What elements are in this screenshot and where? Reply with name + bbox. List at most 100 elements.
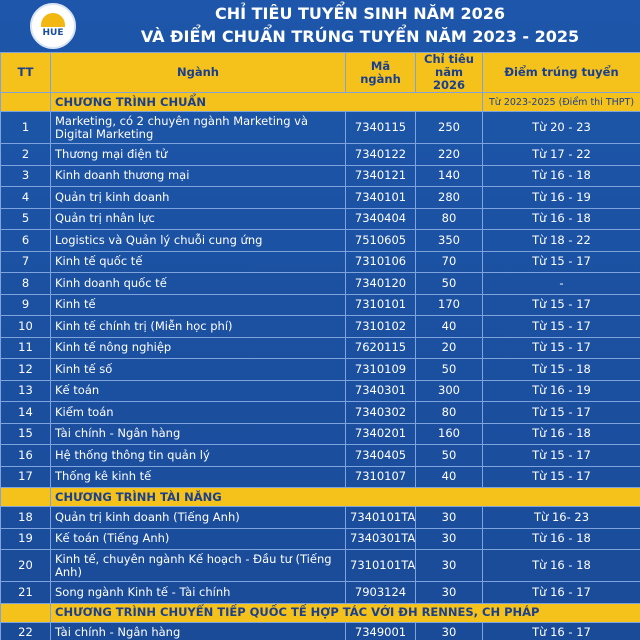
index: 11 [0,336,51,359]
major: Logistics và Quản lý chuỗi cung ứng [50,229,346,252]
quota: 50 [415,444,483,467]
score: Từ 15 - 17 [482,336,640,359]
index: 3 [0,164,51,187]
code: 7310101TA [345,549,416,582]
data-row: 22 Tài chính - Ngân hàng 7349001 30 Từ 16 - … [0,621,640,640]
quota: 30 [415,549,483,582]
data-row: 19 Kế toán (Tiếng Anh) 7340301TA 30 Từ 16 - … [0,527,640,550]
code: 7310106 [345,250,416,273]
major: Kinh tế số [50,358,346,381]
major: Kinh tế [50,293,346,316]
quota: 170 [415,293,483,316]
major: Thống kê kinh tế [50,465,346,488]
major: Kinh tế quốc tế [50,250,346,273]
header-row: TT Ngành Mã ngành Chỉ tiêu năm 2026 Điểm trú… [0,52,640,93]
score: Từ 18 - 22 [482,229,640,252]
code: 7340405 [345,444,416,467]
code: 7620115 [345,336,416,359]
data-row: 1 Marketing, có 2 chuyên ngành Marketing … [0,111,640,144]
index: 17 [0,465,51,488]
column-header: Điểm trúng tuyển [482,52,640,93]
index: 15 [0,422,51,445]
major: Quản trị kinh doanh (Tiếng Anh) [50,506,346,529]
code: 7340201 [345,422,416,445]
section-title: CHƯƠNG TRÌNH TÀI NĂNG [50,487,640,507]
quota: 140 [415,164,483,187]
index: 19 [0,527,51,550]
score: Từ 16 - 18 [482,164,640,187]
quota: 280 [415,186,483,209]
index: 22 [0,621,51,640]
data-row: 17 Thống kê kinh tế 7310107 40 Từ 15 - 17 [0,465,640,488]
code: 7340115 [345,111,416,144]
data-row: 5 Quản trị nhân lực 7340404 80 Từ 16 - 18 [0,207,640,230]
code: 7340101TA [345,506,416,529]
index: 1 [0,111,51,144]
quota: 30 [415,621,483,640]
index: 20 [0,549,51,582]
score: Từ 15 - 17 [482,401,640,424]
column-header: Ngành [50,52,346,93]
code: 7310102 [345,315,416,338]
index: 13 [0,379,51,402]
index: 10 [0,315,51,338]
major: Quản trị nhân lực [50,207,346,230]
code: 7310109 [345,358,416,381]
code: 7349001 [345,621,416,640]
major: Kinh doanh quốc tế [50,272,346,295]
quota: 30 [415,506,483,529]
data-row: 18 Quản trị kinh doanh (Tiếng Anh) 7340101… [0,506,640,529]
quota: 80 [415,207,483,230]
section-cell [0,602,51,623]
code: 7340121 [345,164,416,187]
data-row: 16 Hệ thống thông tin quản lý 7340405 50 Từ … [0,444,640,467]
index: 9 [0,293,51,316]
admission-table: TT Ngành Mã ngành Chỉ tiêu năm 2026 Điểm trú… [0,52,640,640]
index: 16 [0,444,51,467]
code: 7340302 [345,401,416,424]
score: Từ 16 - 18 [482,549,640,582]
index: 2 [0,143,51,166]
score: Từ 16 - 17 [482,621,640,640]
section-row: CHƯƠNG TRÌNH TÀI NĂNG [0,487,640,507]
section-cell [0,487,51,507]
data-row: 4 Quản trị kinh doanh 7340101 280 Từ 16 - 19 [0,186,640,209]
score: Từ 15 - 17 [482,250,640,273]
section-row: CHƯƠNG TRÌNH CHUẨN Từ 2023-2025 (Điểm thi… [0,92,640,112]
quota: 80 [415,401,483,424]
data-row: 15 Tài chính - Ngân hàng 7340201 160 Từ 16 -… [0,422,640,445]
quota: 70 [415,250,483,273]
major: Thương mại điện tử [50,143,346,166]
score: Từ 15 - 17 [482,293,640,316]
quota: 40 [415,315,483,338]
data-row: 8 Kinh doanh quốc tế 7340120 50- [0,272,640,295]
data-row: 12 Kinh tế số 7310109 50 Từ 15 - 18 [0,358,640,381]
major: Kinh tế chính trị (Miễn học phí) [50,315,346,338]
logo-text: HUE [42,28,64,38]
code: 7903124 [345,581,416,604]
logo: HUE [30,3,76,49]
code: 7310101 [345,293,416,316]
major: Song ngành Kinh tế - Tài chính [50,581,346,604]
index: 7 [0,250,51,273]
index: 21 [0,581,51,604]
title: CHỈ TIÊU TUYỂN SINH NĂM 2026 VÀ ĐIỂM CHU… [80,2,640,48]
index: 4 [0,186,51,209]
score: Từ 15 - 18 [482,358,640,381]
score: Từ 16 - 18 [482,422,640,445]
column-header: Chỉ tiêu năm 2026 [415,52,483,93]
major: Marketing, có 2 chuyên ngành Marketing v… [50,111,346,144]
major: Kinh tế, chuyên ngành Kế hoạch - Đầu tư … [50,549,346,582]
major: Kinh tế nông nghiệp [50,336,346,359]
code: 7340122 [345,143,416,166]
major: Hệ thống thông tin quản lý [50,444,346,467]
data-row: 9 Kinh tế 7310101 170 Từ 15 - 17 [0,293,640,316]
code: 7340301TA [345,527,416,550]
data-row: 6 Logistics và Quản lý chuỗi cung ứng 7510… [0,229,640,252]
section-cell [0,92,51,112]
data-row: 10 Kinh tế chính trị (Miễn học phí) 731010… [0,315,640,338]
index: 12 [0,358,51,381]
score: - [482,272,640,295]
index: 8 [0,272,51,295]
